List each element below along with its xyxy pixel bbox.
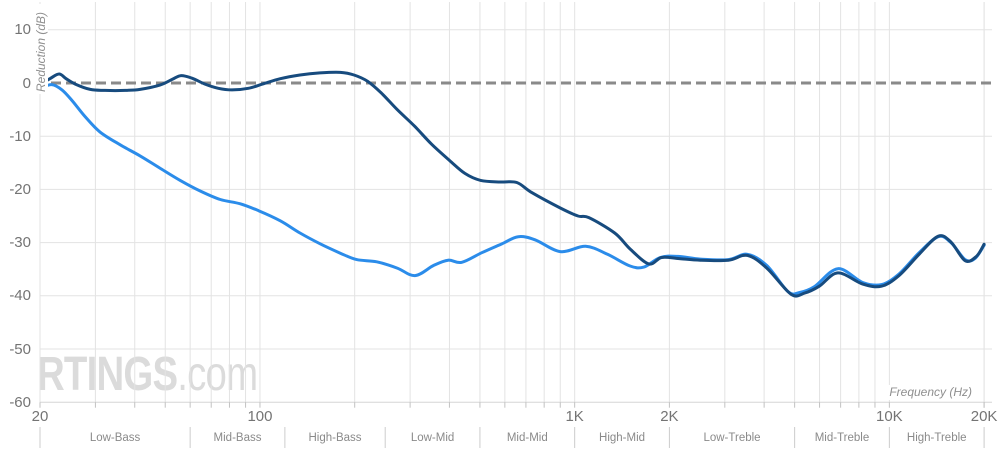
y-tick-label: -30: [9, 234, 31, 252]
watermark-suffix: .com: [177, 348, 258, 401]
band-label: Low-Treble: [703, 432, 761, 444]
x-tick-label: 20K: [970, 408, 998, 425]
y-tick-label: -50: [9, 340, 31, 358]
watermark-brand: RTINGS: [37, 348, 178, 401]
x-axis-label: Frequency (Hz): [884, 385, 977, 400]
y-tick-label: 10: [14, 21, 31, 39]
y-tick-label: -60: [9, 393, 31, 411]
band-label: High-Bass: [308, 432, 362, 444]
band-label: High-Mid: [599, 432, 646, 444]
dark-blue-curve: [38, 70, 986, 298]
light-blue-curve: [38, 83, 986, 296]
band-label: Mid-Bass: [213, 432, 262, 444]
x-tick-label: 10K: [876, 408, 903, 425]
x-tick-label: 1K: [565, 408, 584, 425]
x-tick-label: 2K: [660, 408, 679, 425]
y-axis-label: Reduction (dB): [34, 4, 48, 94]
y-tick-label: -10: [9, 127, 31, 145]
x-tick-label: 20: [31, 408, 49, 425]
y-tick-label: -40: [9, 287, 31, 305]
rtings-watermark: RTINGS.com: [37, 348, 258, 401]
band-label: Mid-Mid: [506, 432, 548, 444]
band-label: Mid-Treble: [814, 432, 870, 444]
y-tick-label: 0: [22, 74, 31, 92]
band-label: High-Treble: [906, 432, 967, 444]
band-label: Low-Bass: [89, 432, 141, 444]
band-label: Low-Mid: [410, 432, 455, 444]
x-tick-label: 100: [247, 408, 273, 425]
y-tick-label: -20: [9, 180, 31, 198]
